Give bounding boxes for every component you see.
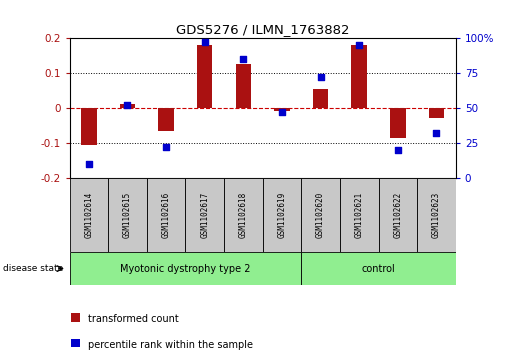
Text: GSM1102618: GSM1102618	[239, 192, 248, 238]
Text: GSM1102614: GSM1102614	[84, 192, 93, 238]
Point	[201, 40, 209, 45]
Bar	[197, 45, 212, 108]
Bar	[70, 178, 108, 252]
Bar	[274, 108, 289, 111]
Text: GSM1102616: GSM1102616	[162, 192, 170, 238]
Text: transformed count: transformed count	[88, 314, 178, 325]
Point	[84, 161, 93, 167]
Bar	[224, 178, 263, 252]
Text: GSM1102621: GSM1102621	[355, 192, 364, 238]
Bar	[81, 108, 97, 145]
Bar	[301, 252, 456, 285]
Bar	[71, 339, 80, 347]
Text: GSM1102622: GSM1102622	[393, 192, 402, 238]
Point	[432, 130, 440, 136]
Bar	[301, 178, 340, 252]
Bar	[340, 178, 379, 252]
Point	[355, 42, 363, 48]
Bar	[379, 178, 417, 252]
Bar	[108, 178, 147, 252]
Bar	[236, 64, 251, 108]
Bar	[147, 178, 185, 252]
Bar	[313, 89, 329, 108]
Text: GSM1102615: GSM1102615	[123, 192, 132, 238]
Text: percentile rank within the sample: percentile rank within the sample	[88, 340, 252, 350]
Point	[316, 74, 324, 80]
Text: disease state: disease state	[3, 264, 63, 273]
Point	[393, 147, 402, 153]
Bar	[390, 108, 405, 138]
Title: GDS5276 / ILMN_1763882: GDS5276 / ILMN_1763882	[176, 23, 349, 36]
Point	[239, 56, 247, 62]
Text: GSM1102619: GSM1102619	[278, 192, 286, 238]
Point	[124, 102, 132, 108]
Bar	[429, 108, 444, 118]
Bar	[263, 178, 301, 252]
Bar	[71, 313, 80, 322]
Text: GSM1102623: GSM1102623	[432, 192, 441, 238]
Point	[162, 144, 170, 150]
Point	[278, 109, 286, 115]
Bar	[185, 178, 224, 252]
Text: Myotonic dystrophy type 2: Myotonic dystrophy type 2	[120, 264, 251, 274]
Text: GSM1102620: GSM1102620	[316, 192, 325, 238]
Bar	[70, 252, 301, 285]
Text: control: control	[362, 264, 396, 274]
Bar	[417, 178, 456, 252]
Bar	[159, 108, 174, 131]
Bar	[119, 105, 135, 108]
Bar	[351, 45, 367, 108]
Text: GSM1102617: GSM1102617	[200, 192, 209, 238]
